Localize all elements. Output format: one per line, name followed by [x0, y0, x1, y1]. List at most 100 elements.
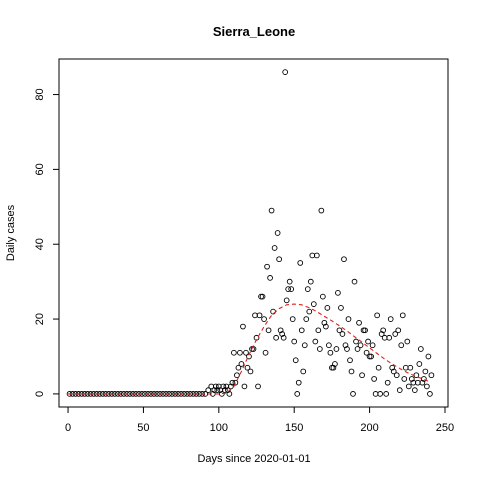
- data-point: [404, 338, 411, 345]
- y-tick-label: 20: [34, 313, 46, 325]
- data-point: [351, 278, 358, 285]
- data-point: [294, 391, 301, 397]
- data-point: [386, 334, 393, 341]
- data-point: [336, 327, 343, 334]
- plot-frame: [58, 58, 449, 408]
- data-point: [307, 278, 314, 285]
- data-point: [421, 376, 427, 382]
- y-axis-label: Daily cases: [5, 204, 17, 261]
- data-point: [259, 293, 266, 300]
- data-point: [289, 316, 296, 322]
- data-point: [271, 245, 278, 251]
- data-point: [396, 387, 403, 394]
- data-point: [211, 387, 218, 394]
- data-point: [318, 207, 325, 214]
- data-point: [428, 372, 435, 379]
- data-point: [316, 346, 323, 352]
- data-point: [344, 346, 350, 352]
- data-point: [303, 316, 310, 322]
- data-point: [425, 353, 432, 360]
- data-point: [172, 391, 178, 397]
- data-point: [401, 376, 408, 382]
- data-point: [212, 383, 219, 390]
- data-point: [286, 278, 293, 285]
- data-point: [282, 69, 289, 75]
- data-point: [229, 379, 236, 386]
- data-point: [422, 368, 429, 375]
- data-point: [312, 338, 319, 345]
- data-point: [292, 357, 299, 364]
- data-point: [399, 312, 406, 319]
- data-point: [297, 260, 304, 266]
- data-point: [353, 338, 359, 345]
- data-point: [383, 391, 390, 397]
- data-point: [280, 334, 287, 341]
- data-point: [306, 308, 313, 315]
- data-point: [300, 368, 307, 375]
- data-point: [387, 316, 394, 322]
- data-point: [408, 376, 415, 382]
- data-point: [304, 286, 311, 292]
- data-point: [261, 316, 267, 322]
- data-point: [347, 357, 353, 364]
- data-point: [270, 308, 276, 315]
- data-point: [338, 304, 344, 311]
- data-point: [332, 361, 338, 367]
- data-point: [130, 391, 136, 397]
- data-point: [295, 379, 302, 386]
- data-point: [274, 230, 281, 236]
- data-point: [256, 312, 263, 319]
- data-point: [321, 319, 328, 326]
- x-tick-label: 250: [436, 422, 454, 434]
- data-point: [264, 263, 270, 270]
- chart-title: Sierra_Leone: [213, 24, 295, 39]
- data-point: [288, 286, 295, 292]
- data-point: [424, 383, 430, 390]
- data-point: [87, 391, 94, 397]
- data-point: [237, 349, 243, 356]
- fitted-curve: [68, 303, 431, 395]
- data-point: [354, 346, 361, 352]
- data-point: [350, 391, 356, 397]
- y-axis: 0 20 40 60 80: [34, 88, 59, 397]
- x-tick-label: 150: [285, 422, 303, 434]
- data-point: [378, 331, 385, 337]
- data-point: [277, 327, 284, 334]
- y-tick-label: 60: [34, 163, 46, 175]
- data-point: [283, 297, 290, 304]
- data-point: [220, 383, 227, 390]
- data-point: [356, 319, 362, 326]
- data-point: [313, 252, 320, 259]
- data-point: [398, 342, 405, 349]
- data-point: [407, 364, 414, 371]
- data-point: [265, 327, 272, 334]
- data-point: [235, 364, 242, 371]
- data-point: [323, 323, 329, 330]
- x-tick-label: 0: [65, 422, 71, 434]
- data-point: [291, 338, 298, 345]
- data-point: [330, 364, 337, 371]
- data-point: [273, 334, 279, 341]
- data-point: [231, 349, 237, 356]
- data-point: [193, 391, 200, 397]
- data-point: [276, 256, 282, 263]
- data-point: [359, 372, 365, 379]
- data-point: [214, 387, 221, 394]
- data-point: [369, 342, 376, 349]
- data-point: [298, 327, 305, 334]
- data-point: [301, 342, 308, 349]
- data-point: [234, 372, 240, 379]
- data-point: [384, 379, 391, 386]
- data-point: [339, 331, 346, 337]
- data-point: [345, 316, 352, 322]
- data-point: [418, 346, 424, 352]
- data-point: [268, 207, 275, 214]
- data-point: [405, 383, 412, 390]
- data-point: [395, 327, 402, 334]
- data-point: [342, 342, 349, 349]
- data-point: [419, 379, 426, 386]
- data-point: [393, 372, 400, 379]
- data-point: [377, 391, 384, 397]
- data-point: [267, 275, 273, 281]
